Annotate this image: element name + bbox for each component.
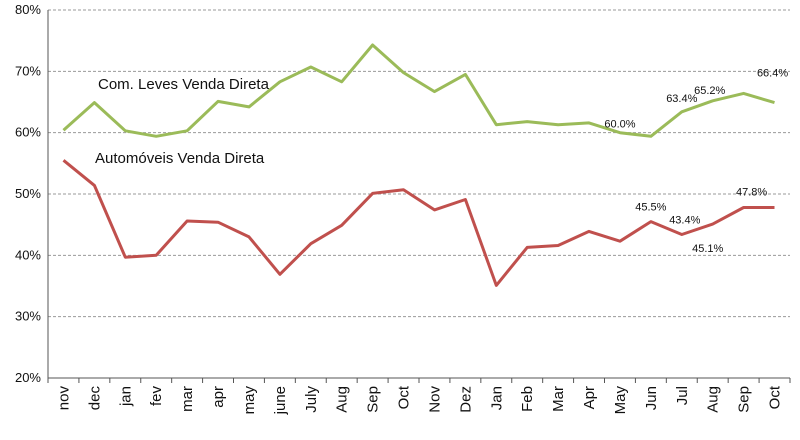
y-tick-label: 50% xyxy=(15,186,41,201)
y-axis-ticks: 20% 30% 40% 50% 60% 70% 80% xyxy=(15,2,41,385)
x-tick-label: Mar xyxy=(550,386,567,412)
y-tick-label: 60% xyxy=(15,125,41,140)
data-label: 43.4% xyxy=(669,214,700,226)
x-tick-label: Jan xyxy=(488,386,505,410)
x-tick-label: fev xyxy=(148,386,165,407)
data-label: 47.8% xyxy=(736,186,767,198)
x-tick-label: dec xyxy=(86,386,103,411)
y-tick-label: 70% xyxy=(15,63,41,78)
x-tick-label: Oct xyxy=(396,385,413,409)
series-label-automoveis: Automóveis Venda Direta xyxy=(95,150,265,167)
series-labels: Com. Leves Venda Direta Automóveis Venda… xyxy=(95,76,270,167)
x-tick-label: Jul xyxy=(674,386,691,405)
data-labels: 60.0% 63.4%65.2% 66.4% 45.5%43.4% 45.1% 47.8% xyxy=(604,68,788,255)
x-tick-label: Sep xyxy=(736,386,753,413)
data-label: 60.0% xyxy=(604,119,635,131)
x-tick-label: Aug xyxy=(705,386,722,413)
x-tick-label: May xyxy=(612,386,629,415)
data-label: 45.5% xyxy=(635,202,666,214)
x-tick-label: July xyxy=(303,386,320,413)
x-tick-label: Oct xyxy=(767,385,784,409)
data-label: 66.4% xyxy=(757,68,788,80)
series-line-1 xyxy=(62,159,775,287)
x-tick-label: nov xyxy=(55,386,72,411)
x-tick-label: may xyxy=(241,386,258,415)
y-tick-label: 80% xyxy=(15,2,41,17)
x-tick-label: mar xyxy=(179,386,196,412)
y-tick-label: 30% xyxy=(15,309,41,324)
series-line-0 xyxy=(62,43,775,138)
x-tick-label: Feb xyxy=(519,386,536,412)
data-label: 65.2% xyxy=(694,85,725,97)
series-label-com-leves: Com. Leves Venda Direta xyxy=(98,76,270,93)
x-tick-label: Sep xyxy=(365,386,382,413)
axes xyxy=(47,10,791,383)
series xyxy=(62,43,775,287)
x-tick-label: Nov xyxy=(426,386,443,413)
x-axis-ticks: nov dec jan fev mar apr may june July Aug Sep Oct No… xyxy=(55,385,783,415)
data-label: 45.1% xyxy=(692,243,723,255)
x-tick-label: apr xyxy=(210,386,227,408)
x-tick-label: jan xyxy=(117,386,134,407)
x-tick-label: Apr xyxy=(581,386,598,409)
x-tick-label: Dez xyxy=(457,386,474,413)
data-label: 63.4% xyxy=(666,93,697,105)
x-tick-label: Aug xyxy=(334,386,351,413)
x-tick-label: Jun xyxy=(643,386,660,410)
x-tick-label: june xyxy=(272,386,289,415)
y-tick-label: 20% xyxy=(15,370,41,385)
y-tick-label: 40% xyxy=(15,247,41,262)
gridlines xyxy=(48,9,790,318)
